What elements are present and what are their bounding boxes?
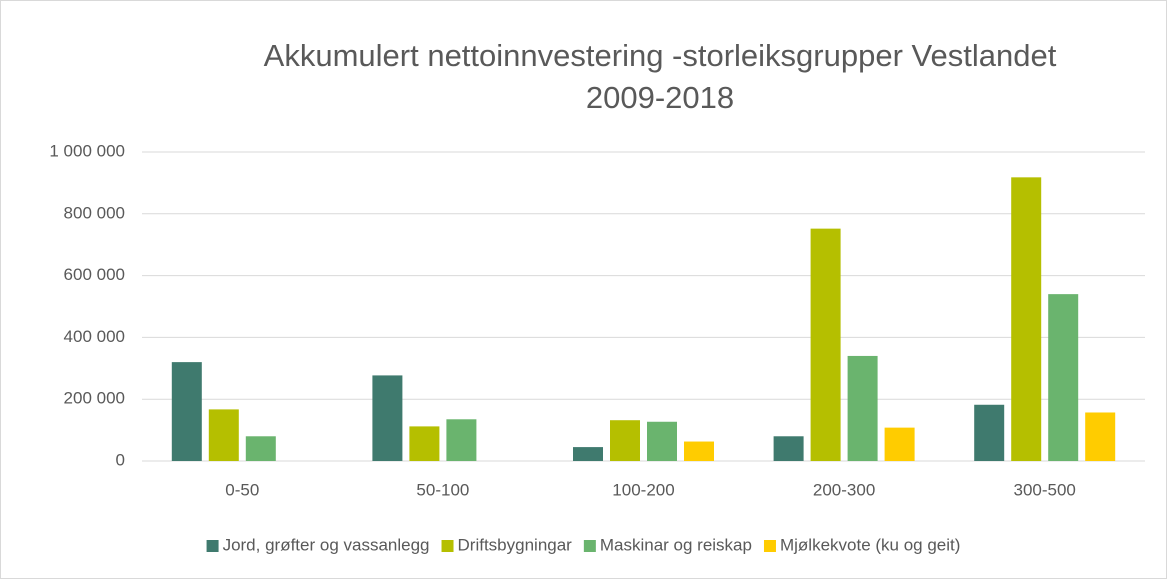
y-tick-label: 400 000: [64, 327, 125, 346]
bar: [573, 447, 603, 461]
bar: [647, 421, 677, 461]
legend-label: Driftsbygningar: [458, 535, 573, 554]
bar: [773, 436, 804, 461]
legend-swatch: [763, 540, 776, 552]
legend-label: Jord, grøfter og vassanlegg: [223, 535, 430, 554]
legend-swatch: [206, 540, 219, 552]
chart-title: 2009-2018: [586, 80, 734, 115]
chart-title: Akkumulert nettoinnvestering -storleiksg…: [264, 38, 1057, 73]
x-tick-label: 50-100: [416, 480, 469, 499]
y-tick-label: 200 000: [64, 389, 125, 408]
x-tick-label: 200-300: [813, 480, 875, 499]
bar: [1048, 294, 1079, 461]
legend-label: Mjølkekvote (ku og geit): [780, 535, 960, 554]
bar: [1085, 412, 1116, 461]
x-tick-label: 300-500: [1014, 480, 1076, 499]
x-tick-label: 0-50: [225, 480, 259, 499]
y-tick-label: 0: [116, 450, 125, 469]
bar: [1011, 177, 1042, 461]
bar: [810, 228, 841, 461]
bar: [847, 355, 878, 461]
bar: [446, 419, 477, 461]
bar: [610, 420, 640, 461]
bar: [372, 375, 403, 461]
legend-swatch: [441, 540, 454, 552]
bar: [884, 427, 915, 461]
legend-label: Maskinar og reiskap: [600, 535, 752, 554]
legend-swatch: [583, 540, 596, 552]
bar: [409, 426, 440, 461]
bar: [245, 436, 276, 461]
bar: [974, 404, 1005, 461]
bar: [208, 409, 239, 461]
y-tick-label: 600 000: [64, 265, 125, 284]
y-tick-label: 1 000 000: [49, 141, 125, 160]
bar: [684, 441, 714, 461]
x-tick-label: 100-200: [612, 480, 674, 499]
bar: [171, 362, 202, 461]
y-tick-label: 800 000: [64, 203, 125, 222]
